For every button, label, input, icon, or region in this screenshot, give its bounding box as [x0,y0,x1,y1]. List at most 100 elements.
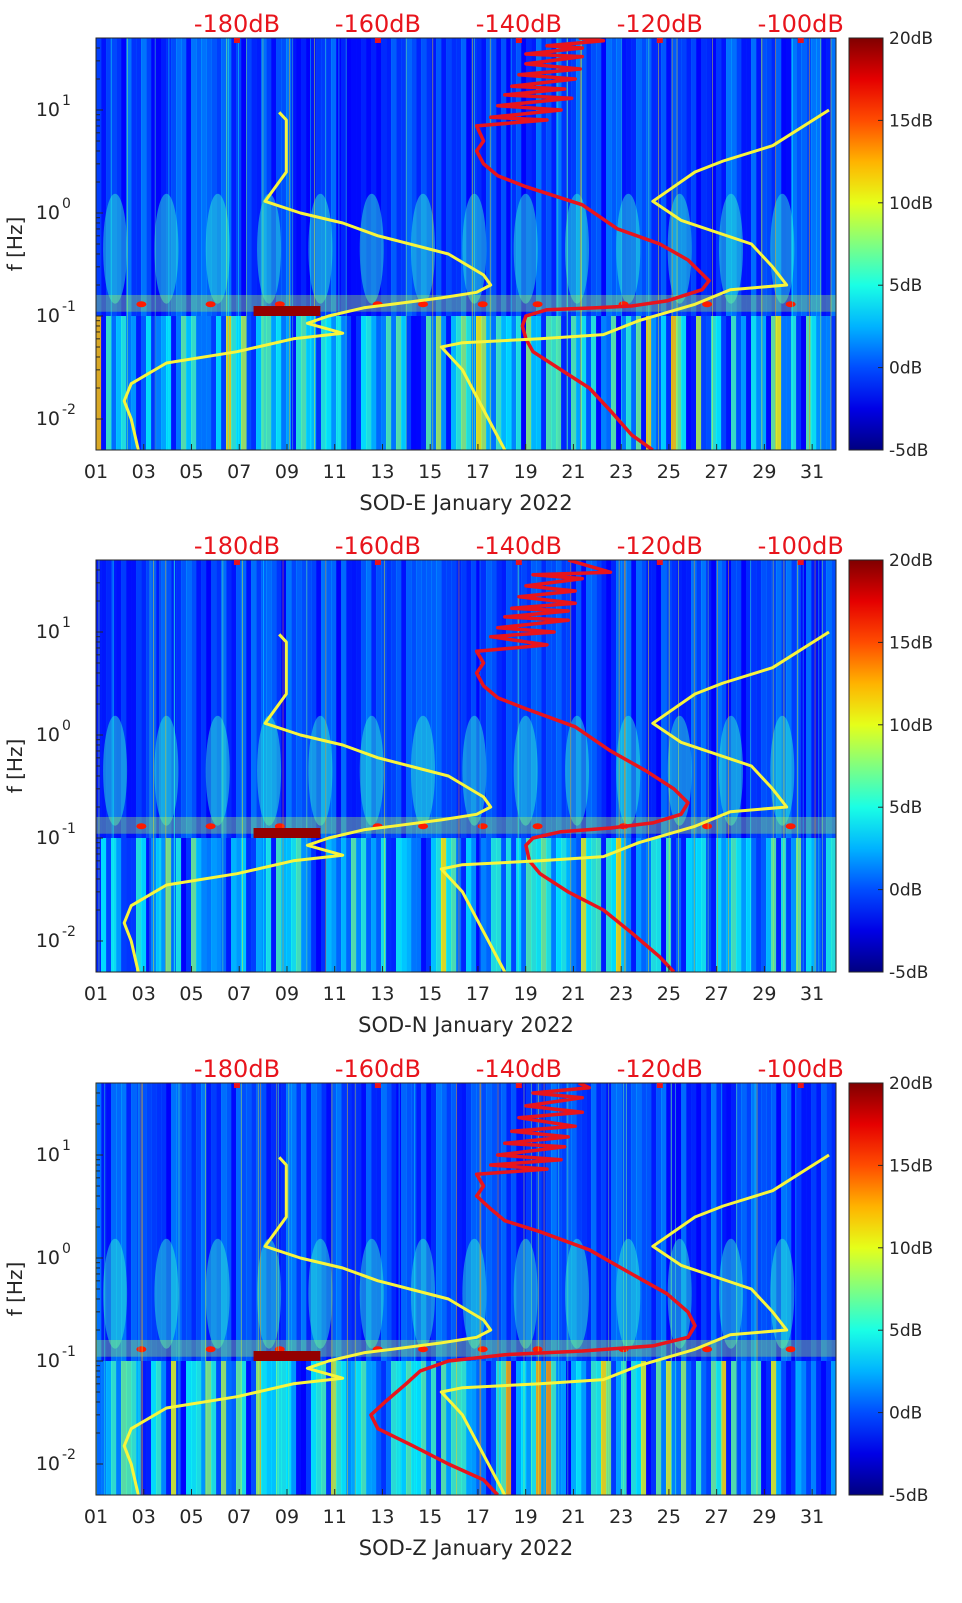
high-band-column [366,1083,372,1361]
high-band-column [326,1083,332,1361]
low-band-column [551,315,557,450]
yellow-model-curve [122,1153,830,1495]
low-band-column [211,1360,217,1495]
high-band-column [831,1083,836,1361]
low-band-column [246,1360,252,1495]
high-band-column [211,560,217,838]
low-band-column [371,1360,377,1495]
low-band-column [226,837,232,972]
colorbar-tick-label: 20dB [889,29,933,49]
high-band-column [131,38,137,316]
high-band-column [481,38,487,316]
low-band-column [406,1360,412,1495]
high-band-column [791,1083,797,1361]
high-band-column [666,1083,672,1361]
x-axis-label: SOD-Z January 2022 [359,1536,573,1560]
high-band-column [196,560,202,838]
low-band-column [751,315,757,450]
high-band-column [421,1083,427,1361]
low-band-column [136,837,142,972]
hotspot [532,823,543,830]
colorbar [848,559,884,973]
high-band-column [311,560,317,838]
low-band-column [156,1360,162,1495]
high-band-column [421,560,427,838]
high-band-column [391,560,397,838]
microseism-plume [154,193,179,304]
low-band-column [721,315,727,450]
low-band-column [826,837,832,972]
hotspot [205,823,216,830]
colorbar-tick-label: 5dB [889,276,922,296]
low-band-column [341,837,347,972]
low-band-column [291,837,297,972]
low-band-column [681,837,687,972]
low-band-column [701,315,707,450]
high-band-column [671,560,677,838]
high-band-column [441,1083,447,1361]
high-band-column [156,1083,162,1361]
high-band-column [696,38,702,316]
high-band-column [416,560,422,838]
high-band-column [626,1083,632,1361]
high-band-column [301,560,307,838]
high-band-column [426,1083,432,1361]
x-tick-label: 11 [323,1506,347,1528]
low-band-column [661,315,667,450]
low-band-column [651,1360,657,1495]
low-band-column [611,315,617,450]
low-band-column [326,315,332,450]
high-band-column [736,560,742,838]
low-band-column [401,315,407,450]
microseism-plume [103,715,128,826]
y-axis-label: f [Hz] [3,1262,27,1317]
high-band-column [796,38,802,316]
high-band-column [826,38,832,316]
high-band-column [246,38,252,316]
low-band-column [441,315,447,450]
hotspot [274,823,285,830]
low-band-column [716,315,722,450]
y-tick-exponent: 0 [62,718,71,734]
high-band-column [151,38,157,316]
x-tick-label: 13 [370,461,394,483]
low-band-column [246,315,252,450]
low-band-column [831,1360,836,1495]
low-band-column [116,1360,122,1495]
x-tick-label: 21 [561,1506,585,1528]
low-band-column [506,315,512,450]
high-band-column [606,38,612,316]
high-band-column [176,560,182,838]
low-band-column [231,837,237,972]
high-band-column [516,38,522,316]
low-band-column [631,315,637,450]
high-band-column [371,1083,377,1361]
high-band-column [711,1083,717,1361]
low-band-column [671,837,677,972]
high-band-column [366,560,372,838]
high-band-column [326,38,332,316]
low-band-column [196,1360,202,1495]
microseism-plume [359,193,384,304]
low-band-column [316,1360,322,1495]
high-band-column [316,1083,322,1361]
high-band-column [626,38,632,316]
high-band-column [111,560,117,838]
high-band-column [481,1083,487,1361]
low-band-column [216,837,222,972]
high-band-column [101,560,107,838]
low-band-column [796,315,802,450]
low-band-column [706,1360,712,1495]
high-band-column [656,38,662,316]
colorbar-tick-label: -5dB [889,441,928,461]
high-band-column [651,38,657,316]
microseism-plume [616,715,641,826]
low-band-column [171,315,177,450]
low-band-column [601,315,607,450]
low-band-column [571,1360,577,1495]
low-band-column [756,837,762,972]
low-band-column [171,837,177,972]
low-band-column [656,1360,662,1495]
high-band-column [291,560,297,838]
high-band-column [826,1083,832,1361]
